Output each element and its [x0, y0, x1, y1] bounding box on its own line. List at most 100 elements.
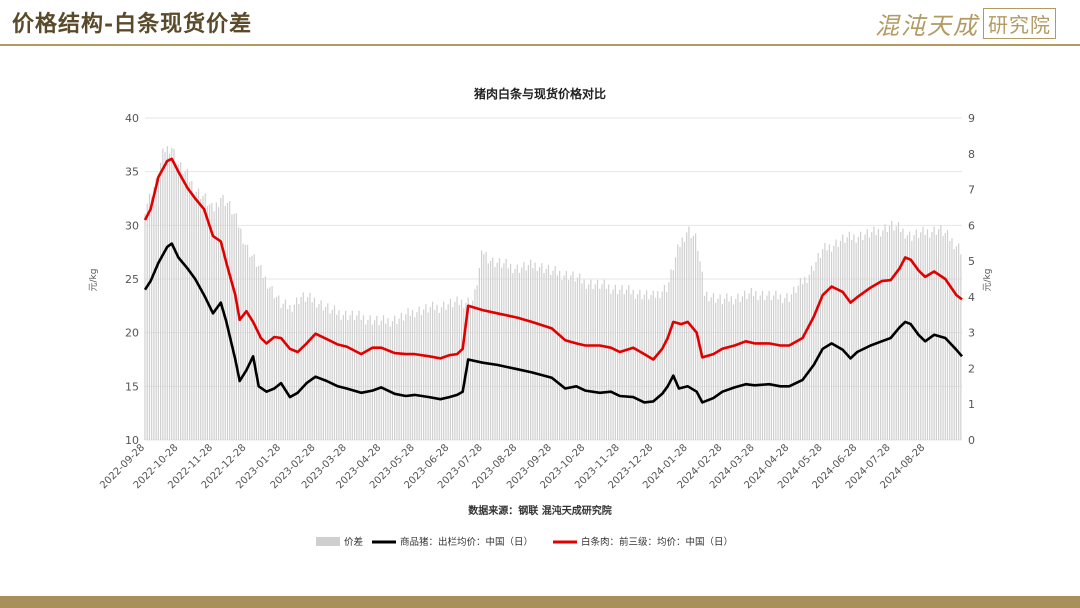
spread-bar [269, 287, 271, 440]
y-axis-left-label: 元/kg [89, 269, 99, 292]
spread-bar [810, 265, 813, 440]
spread-bar [369, 315, 371, 440]
spread-bar [737, 293, 739, 440]
spread-bar [429, 307, 431, 440]
spread-bar [625, 289, 628, 440]
page-title: 价格结构-白条现货价差 [12, 11, 253, 37]
spread-bar [498, 258, 501, 440]
spread-bar [336, 314, 338, 440]
spread-bar [761, 290, 764, 440]
spread-bar [853, 234, 855, 440]
spread-bar [496, 262, 498, 440]
spread-bar [427, 312, 429, 440]
spread-bar [148, 193, 151, 440]
spread-bar [177, 164, 180, 440]
spread-bar [565, 270, 567, 440]
spread-bar [543, 273, 545, 440]
spread-bar [489, 261, 492, 440]
spread-bar [871, 232, 873, 440]
spread-bar [405, 314, 407, 440]
spread-bar [960, 254, 962, 440]
spread-bar [911, 240, 913, 440]
spread-bar [175, 163, 177, 440]
spread-bar [639, 289, 641, 440]
spread-bar [583, 279, 585, 440]
spread-bar [436, 304, 438, 440]
spread-bar [726, 293, 728, 440]
spread-bar [922, 226, 924, 440]
spread-bar [750, 287, 752, 440]
spread-bar [280, 307, 282, 440]
spread-bar [554, 266, 556, 440]
spread-bar [206, 205, 209, 440]
spread-bar [287, 309, 289, 440]
y-axis-right-label: 元/kg [983, 269, 993, 292]
spread-bar [182, 173, 184, 440]
spread-bar [955, 246, 958, 440]
spread-bar [456, 296, 458, 440]
spread-bar [608, 284, 610, 440]
spread-bar [523, 262, 525, 440]
spread-bar [650, 295, 652, 440]
spread-bar [559, 270, 561, 440]
spread-bar [195, 191, 197, 440]
spread-bar [463, 308, 465, 440]
spread-bar [576, 277, 579, 440]
spread-bar [469, 305, 472, 440]
spread-bar [904, 238, 906, 440]
spread-bar [501, 267, 503, 440]
footer-bar [0, 596, 1080, 608]
spread-bar [329, 313, 331, 440]
spread-bar [715, 302, 717, 440]
spread-bar [521, 267, 523, 440]
spread-bar [697, 251, 699, 440]
spread-bar [786, 293, 788, 440]
y-left-tick-label: 35 [125, 166, 139, 179]
spread-bar [311, 302, 313, 440]
spread-bar [347, 319, 349, 440]
spread-bar [779, 294, 781, 440]
spread-bar [324, 306, 327, 440]
spread-bar [958, 243, 960, 440]
spread-bar [307, 297, 309, 440]
y-right-tick-label: 0 [968, 434, 975, 447]
spread-bar [610, 293, 612, 440]
spread-bar [902, 228, 904, 440]
spread-bar [204, 193, 206, 440]
spread-bar [592, 288, 594, 440]
spread-bar [917, 237, 920, 440]
spread-bar [643, 294, 645, 440]
spread-bar [151, 197, 153, 440]
spread-bar [322, 310, 324, 440]
spread-bar [231, 214, 233, 440]
spread-bar [445, 309, 447, 440]
spread-bar [728, 301, 730, 440]
spread-bar [868, 237, 871, 440]
spread-bar [458, 305, 460, 440]
y-left-tick-label: 25 [125, 273, 139, 286]
spread-bar [585, 289, 587, 440]
spread-bar [224, 205, 226, 440]
spread-bar [209, 204, 211, 440]
legend-label-hog: 商品猪：出栏均价：中国（日） [400, 536, 533, 548]
spread-bar [873, 226, 875, 440]
spread-bar [267, 288, 269, 440]
spread-bar [846, 237, 848, 440]
y-right-tick-label: 3 [968, 327, 975, 340]
spread-bar [271, 285, 273, 440]
spread-bar [385, 323, 387, 440]
spread-bar [391, 321, 394, 440]
spread-bar [481, 250, 483, 440]
y-right-tick-label: 6 [968, 219, 975, 232]
spread-bar [525, 270, 527, 440]
spread-bar [494, 267, 496, 440]
spread-bar [732, 304, 735, 440]
spread-bar [342, 315, 344, 440]
spread-bar [795, 293, 797, 440]
spread-bar [706, 291, 708, 440]
spread-bar [407, 308, 409, 440]
spread-bar [547, 265, 550, 440]
spread-bar [371, 324, 373, 440]
spread-bar [162, 148, 164, 440]
spread-bar [672, 270, 674, 440]
